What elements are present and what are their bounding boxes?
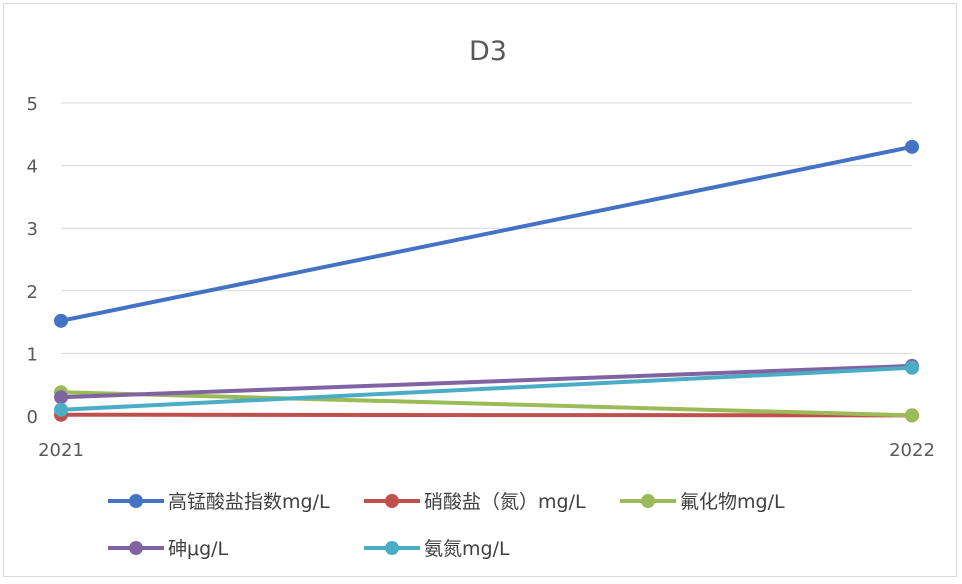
data-point: [905, 139, 919, 154]
y-tick-label: 3: [27, 219, 38, 240]
legend-label: 砷μg/L: [168, 538, 229, 560]
legend-marker: [129, 494, 143, 508]
series-line: [59, 144, 914, 323]
legend-item: 氨氮mg/L: [364, 538, 510, 560]
y-tick-label: 5: [27, 94, 38, 115]
legend-item: 高锰酸盐指数mg/L: [108, 491, 330, 513]
legend-item: 砷μg/L: [108, 538, 229, 560]
y-axis-tick-labels: 0 1 2 3 4 5: [27, 94, 38, 428]
y-tick-label: 4: [27, 157, 38, 178]
y-tick-label: 2: [27, 282, 38, 303]
legend-marker: [129, 541, 143, 555]
series-line: [59, 363, 914, 400]
legend: 高锰酸盐指数mg/L 硝酸盐（氮）mg/L 氟化物mg/L 砷μg/L 氨氮mg/L: [108, 491, 785, 560]
data-point: [54, 313, 68, 328]
legend-item: 硝酸盐（氮）mg/L: [364, 491, 586, 513]
chart-border: [3, 3, 957, 577]
series-line: [59, 412, 914, 418]
legend-label: 高锰酸盐指数mg/L: [168, 491, 330, 513]
legend-label: 硝酸盐（氮）mg/L: [424, 491, 586, 513]
legend-marker: [385, 494, 399, 508]
legend-marker: [641, 494, 655, 508]
data-point: [54, 390, 68, 405]
x-axis-tick-labels: 2021 2022: [38, 440, 935, 461]
legend-marker: [385, 541, 399, 555]
y-tick-label: 1: [27, 344, 38, 365]
series-line: [59, 365, 914, 412]
x-tick-label: 2022: [889, 440, 935, 461]
legend-label: 氨氮mg/L: [424, 538, 510, 560]
data-point: [54, 402, 68, 417]
chart-title: D3: [469, 36, 507, 67]
data-point: [905, 408, 919, 423]
legend-item: 氟化物mg/L: [620, 491, 785, 513]
y-tick-label: 0: [27, 407, 38, 428]
data-point: [905, 360, 919, 375]
legend-label: 氟化物mg/L: [680, 491, 785, 513]
series-lines: [54, 139, 919, 423]
series-line: [59, 390, 914, 418]
x-tick-label: 2021: [38, 440, 84, 461]
